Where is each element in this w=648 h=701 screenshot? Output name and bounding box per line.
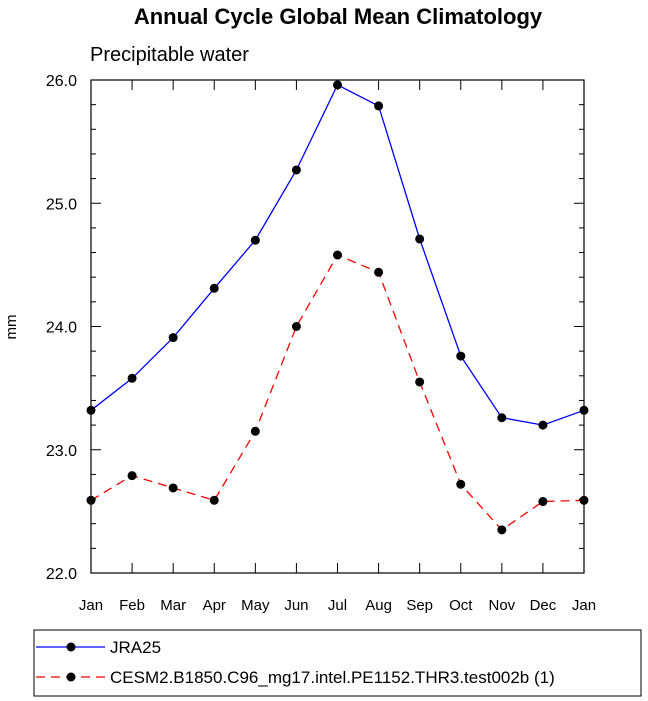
y-tick-label: 23.0 (46, 443, 77, 460)
x-tick-label: Sep (406, 597, 433, 614)
series-line-1 (90, 254, 585, 531)
series-0-point (291, 165, 301, 175)
series-1-point (168, 483, 178, 493)
legend-label-jra25: JRA25 (110, 638, 161, 657)
x-tick-label: Jan (572, 597, 596, 614)
series-1-point (333, 250, 342, 260)
series-1-point (456, 479, 466, 489)
series-0-point (579, 405, 589, 415)
chart-subtitle: Precipitable water (90, 44, 249, 66)
x-tick-labels: Jan Feb Mar Apr May Jun Jul Aug Sep Oct Nov Dec Jan (79, 597, 596, 614)
series-0-point (374, 101, 384, 111)
series-0-point (209, 283, 219, 293)
x-tick-label: Dec (530, 597, 557, 614)
y-tick-label: 22.0 (46, 566, 77, 583)
plot-frame (90, 79, 585, 574)
series-1-point (291, 322, 301, 331)
x-tick-label: Jun (284, 597, 308, 614)
series-0-point (538, 420, 548, 430)
series-0-point (415, 234, 425, 244)
x-tick-label: Nov (488, 597, 515, 614)
x-tick-label: Jul (328, 597, 347, 614)
legend-marker-cesm2 (66, 672, 76, 682)
series-1-point (209, 495, 219, 505)
x-tick-label: Oct (449, 597, 473, 614)
axis-ticks (90, 79, 585, 574)
legend: JRA25 CESM2.B1850.C96_mg17.intel.PE1152.… (33, 629, 642, 697)
y-axis-label: mm (3, 315, 20, 340)
y-tick-labels: 22.0 23.0 24.0 25.0 26.0 (46, 73, 77, 583)
series-0-point (333, 80, 342, 90)
series-1-point (250, 426, 260, 436)
x-tick-label: Feb (119, 597, 145, 614)
x-tick-label: Apr (203, 597, 226, 614)
series-1-point (538, 497, 548, 507)
series-1-point (127, 471, 137, 481)
series-0-point (497, 413, 507, 423)
x-tick-label: May (241, 597, 270, 614)
series-1-point (415, 377, 425, 387)
chart-title: Annual Cycle Global Mean Climatology (134, 4, 543, 29)
series-1-point (497, 525, 507, 535)
series-0-point (168, 333, 178, 343)
series-0-point (456, 351, 466, 361)
series-1-point (579, 495, 589, 505)
x-tick-label: Aug (365, 597, 392, 614)
y-tick-label: 25.0 (46, 196, 77, 213)
x-tick-label: Mar (160, 597, 186, 614)
series-0-point (250, 235, 260, 245)
y-tick-label: 26.0 (46, 73, 77, 90)
series-1-point (86, 495, 96, 505)
series-0-point (86, 405, 96, 415)
legend-label-cesm2: CESM2.B1850.C96_mg17.intel.PE1152.THR3.t… (110, 668, 555, 687)
series-1-point (374, 267, 384, 277)
y-tick-label: 24.0 (46, 320, 77, 337)
series-0-point (127, 373, 137, 383)
series-layer (86, 80, 589, 535)
x-tick-label: Jan (79, 597, 103, 614)
legend-box (33, 629, 642, 697)
legend-marker-jra25 (66, 642, 76, 652)
